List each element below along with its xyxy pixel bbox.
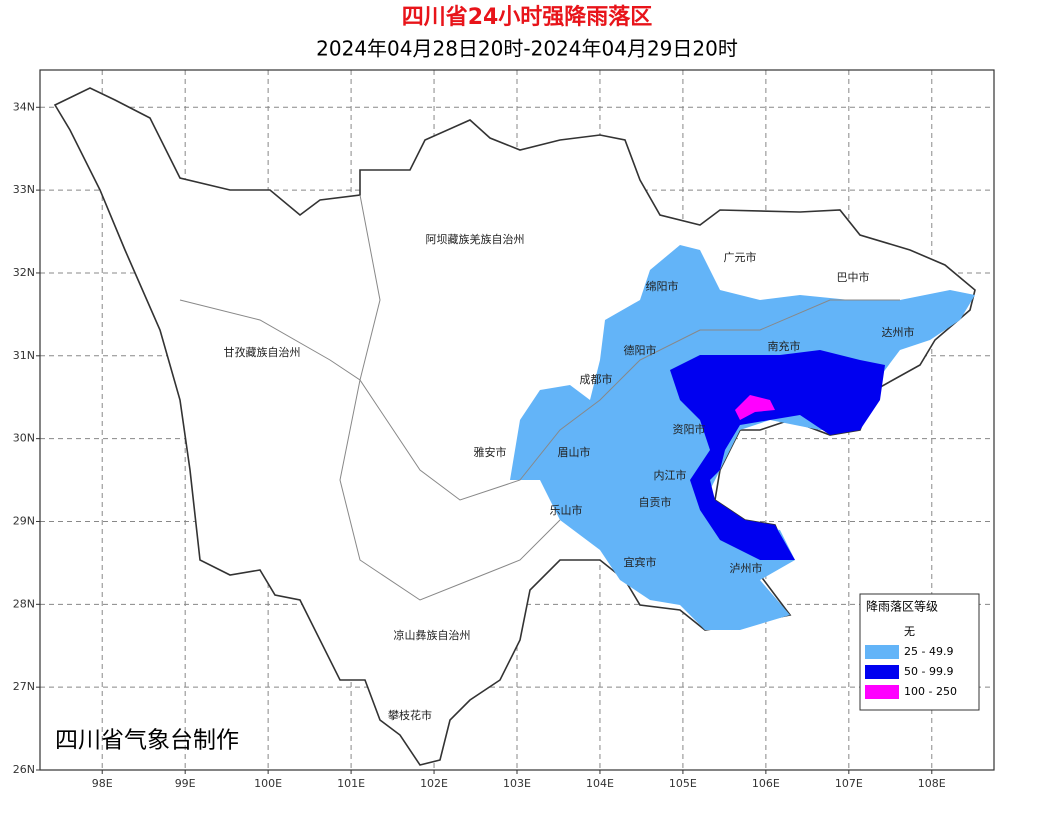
- x-tick-label: 108E: [918, 777, 946, 790]
- x-tick-label: 103E: [503, 777, 531, 790]
- place-label: 乐山市: [550, 503, 583, 517]
- x-tick-label: 105E: [669, 777, 697, 790]
- place-label: 南充市: [768, 339, 801, 353]
- place-label: 攀枝花市: [388, 708, 432, 722]
- x-tick-label: 102E: [420, 777, 448, 790]
- place-label: 凉山彝族自治州: [394, 628, 471, 642]
- y-tick-label: 28N: [13, 597, 35, 610]
- legend-swatch: [865, 665, 899, 679]
- place-label: 绵阳市: [646, 279, 679, 293]
- y-tick-label: 33N: [13, 183, 35, 196]
- y-tick-label: 30N: [13, 432, 35, 445]
- legend-label: 50 - 99.9: [904, 665, 953, 678]
- map-title: 四川省24小时强降雨落区: [402, 5, 653, 30]
- x-tick-label: 106E: [752, 777, 780, 790]
- y-tick-label: 26N: [13, 763, 35, 776]
- place-label: 阿坝藏族羌族自治州: [426, 232, 525, 246]
- province: [53, 87, 976, 766]
- legend-label: 25 - 49.9: [904, 645, 953, 658]
- rain-area-light: [510, 245, 975, 630]
- rain-area-heavy: [735, 395, 775, 420]
- place-label: 内江市: [654, 468, 687, 482]
- legend-title: 降雨落区等级: [866, 600, 938, 614]
- place-label: 宜宾市: [624, 555, 657, 569]
- place-label: 自贡市: [639, 495, 672, 509]
- x-tick-label: 100E: [254, 777, 282, 790]
- y-tick-label: 32N: [13, 266, 35, 279]
- y-tick-label: 31N: [13, 349, 35, 362]
- place-label: 雅安市: [474, 445, 507, 459]
- place-label: 资阳市: [673, 422, 706, 436]
- legend-label: 100 - 250: [904, 685, 957, 698]
- place-label: 巴中市: [837, 270, 870, 284]
- place-label: 甘孜藏族自治州: [224, 345, 301, 359]
- credit: 四川省气象台制作: [55, 728, 239, 754]
- place-label: 德阳市: [624, 343, 657, 357]
- legend-swatch: [865, 685, 899, 699]
- map-subtitle: 2024年04月28日20时-2024年04月29日20时: [316, 37, 738, 61]
- x-tick-label: 107E: [835, 777, 863, 790]
- legend-swatch: [865, 645, 899, 659]
- place-labels: 阿坝藏族羌族自治州 甘孜藏族自治州 凉山彝族自治州 攀枝花市 雅安市 眉山市 乐…: [224, 232, 915, 722]
- y-tick-label: 27N: [13, 680, 35, 693]
- place-label: 眉山市: [558, 445, 591, 459]
- y-tick-label: 34N: [13, 100, 35, 113]
- legend-label: 无: [904, 625, 915, 638]
- x-tick-label: 99E: [175, 777, 196, 790]
- district-lines: [179, 299, 561, 601]
- place-label: 广元市: [724, 250, 757, 264]
- y-tick-label: 29N: [13, 514, 35, 527]
- legend-swatch: [865, 625, 899, 639]
- x-tick-label: 98E: [92, 777, 113, 790]
- x-tick-label: 101E: [337, 777, 365, 790]
- rain-area-medium: [670, 350, 885, 560]
- legend: 降雨落区等级 无 25 - 49.9 50 - 99.9 100 - 250: [859, 593, 980, 711]
- x-tick-label: 104E: [586, 777, 614, 790]
- place-label: 泸州市: [730, 561, 763, 575]
- place-label: 成都市: [580, 372, 613, 386]
- place-label: 达州市: [882, 325, 915, 339]
